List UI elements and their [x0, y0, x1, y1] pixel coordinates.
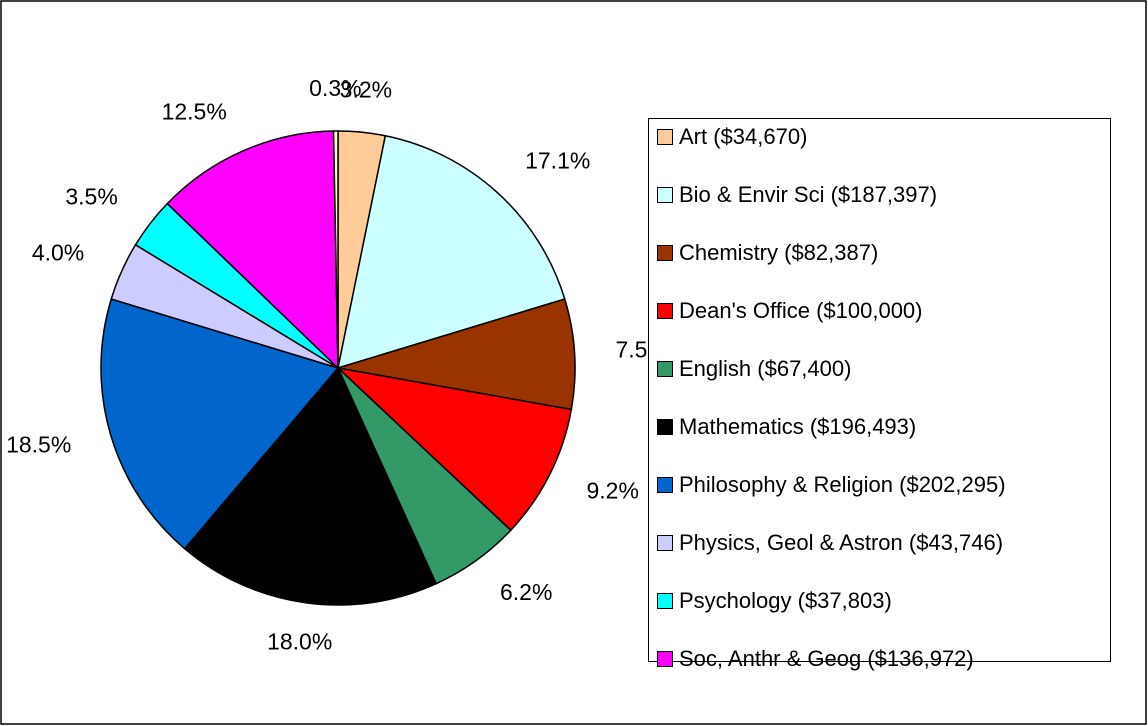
legend-label: Physics, Geol & Astron ($43,746) [679, 530, 1004, 555]
data-label: 3.5% [65, 183, 117, 209]
legend-label: Bio & Envir Sci ($187,397) [679, 182, 938, 207]
pie-slice [166, 130, 339, 370]
legend-swatch [657, 361, 673, 377]
legend-label: English ($67,400) [679, 356, 852, 381]
legend-entry: Chemistry ($82,387) [657, 241, 1119, 265]
pie-slice [335, 366, 573, 532]
legend-entry: Mathematics ($196,493) [657, 415, 1119, 439]
data-label: 17.1% [525, 147, 590, 173]
data-label: 9.2% [586, 478, 638, 504]
legend-swatch [657, 129, 673, 145]
data-label: 4.0% [32, 239, 84, 265]
legend-entry: Soc, Anthr & Geog ($136,972) [657, 647, 1119, 671]
legend-label: Soc, Anthr & Geog ($136,972) [679, 646, 974, 671]
data-label: 0.3% [309, 75, 361, 101]
legend-entry: Bio & Envir Sci ($187,397) [657, 183, 1119, 207]
legend-label: Art ($34,670) [679, 124, 808, 149]
legend-label: Chemistry ($82,387) [679, 240, 879, 265]
pie-slice [337, 134, 566, 370]
pie-slice [332, 130, 339, 369]
legend-entry: Dean's Office ($100,000) [657, 299, 1119, 323]
legend-entry: Psychology ($37,803) [657, 589, 1119, 613]
legend-swatch [657, 535, 673, 551]
legend-swatch [657, 593, 673, 609]
legend: Art ($34,670) Bio & Envir Sci ($187,397) C… [648, 118, 1111, 671]
data-label: 18.0% [267, 628, 332, 654]
legend-entry: Art ($34,670) [657, 125, 1119, 149]
legend-swatch [657, 477, 673, 493]
data-label: 12.5% [162, 98, 227, 124]
legend-entry: English ($67,400) [657, 357, 1119, 381]
legend-label: Dean's Office ($100,000) [679, 298, 923, 323]
legend-swatch [657, 303, 673, 319]
legend-entry: Philosophy & Religion ($202,295) [657, 473, 1119, 497]
pie-slice [183, 366, 438, 606]
legend-label: Mathematics ($196,493) [679, 414, 917, 439]
legend-entry: Physics, Geol & Astron ($43,746) [657, 531, 1119, 555]
legend-swatch [657, 245, 673, 261]
data-label: 6.2% [500, 579, 552, 605]
legend-label: Psychology ($37,803) [679, 588, 892, 613]
legend-label: Philosophy & Religion ($202,295) [679, 472, 1006, 497]
legend-swatch [657, 651, 673, 667]
data-label: 3.2% [340, 76, 392, 102]
pie-slice [100, 298, 340, 550]
legend-swatch [657, 187, 673, 203]
data-label: 18.5% [6, 431, 71, 457]
legend-swatch [657, 419, 673, 435]
pie-slice [337, 298, 576, 411]
